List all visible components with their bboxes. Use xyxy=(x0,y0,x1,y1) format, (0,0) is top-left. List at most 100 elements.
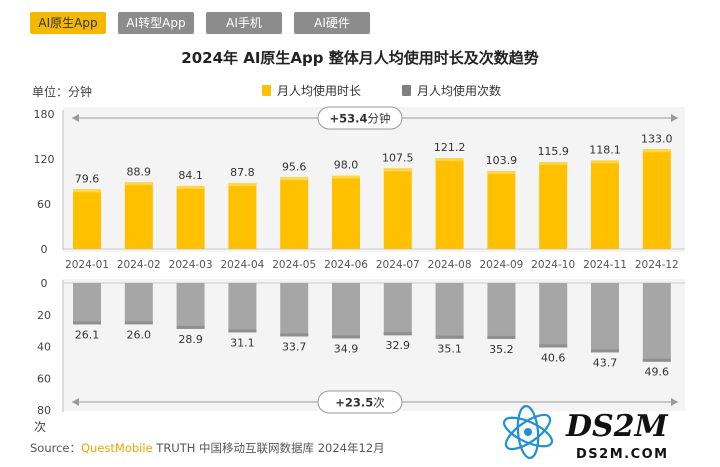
x-tick-label: 2024-12 xyxy=(635,259,679,271)
data-label-duration: 84.1 xyxy=(178,169,203,182)
data-label-count: 34.9 xyxy=(334,342,359,355)
x-tick-label: 2024-10 xyxy=(531,259,575,271)
bar-count-cap xyxy=(228,329,257,333)
y-tick-bottom: 20 xyxy=(37,309,51,322)
x-tick-label: 2024-06 xyxy=(324,259,368,271)
x-tick-label: 2024-04 xyxy=(220,259,264,271)
legend-count: 月人均使用次数 xyxy=(402,82,501,99)
watermark-main: DS2M xyxy=(565,409,669,444)
data-label-count: 40.6 xyxy=(541,351,566,364)
bar-count xyxy=(280,283,309,337)
tab-ai-hardware[interactable]: AI硬件 xyxy=(294,12,370,34)
tab-ai-transform-app[interactable]: AI转型App xyxy=(118,12,194,34)
top-panel-bg xyxy=(63,107,685,252)
data-label-count: 49.6 xyxy=(645,366,670,379)
y-tick-top: 0 xyxy=(41,243,48,256)
count-growth-unit: 次 xyxy=(373,396,385,410)
data-label-count: 26.1 xyxy=(75,328,100,341)
data-label-count: 26.0 xyxy=(127,328,152,341)
duration-growth-arrow-right xyxy=(671,114,678,122)
data-label-duration: 95.6 xyxy=(282,160,307,173)
x-tick-label: 2024-11 xyxy=(583,259,627,271)
bar-duration xyxy=(332,175,360,249)
bar-count-cap xyxy=(591,349,619,353)
tab-ai-native-app[interactable]: AI原生App xyxy=(30,12,106,34)
bar-count-cap xyxy=(73,321,101,325)
bar-duration xyxy=(280,177,309,249)
bar-count-cap xyxy=(332,335,360,339)
count-growth-pill xyxy=(317,390,403,414)
bar-count xyxy=(591,283,619,353)
data-label-duration: 98.0 xyxy=(334,159,359,172)
data-label-count: 32.9 xyxy=(386,339,411,352)
bar-count xyxy=(539,283,568,348)
x-tick-label: 2024-01 xyxy=(65,259,109,271)
legend-count-swatch xyxy=(402,85,411,96)
bar-duration xyxy=(539,162,568,249)
data-label-duration: 115.9 xyxy=(537,145,569,158)
bar-count xyxy=(642,283,671,362)
data-label-count: 35.2 xyxy=(489,343,514,356)
bar-duration-cap xyxy=(280,177,309,181)
bar-count-cap xyxy=(642,358,671,362)
bar-duration xyxy=(228,183,257,249)
bar-duration xyxy=(591,160,619,249)
bar-count-cap xyxy=(435,335,464,339)
count-growth-number: +23.5 xyxy=(335,396,373,410)
data-label-count: 28.9 xyxy=(178,333,203,346)
legend-duration-label: 月人均使用时长 xyxy=(277,84,362,98)
bar-duration-cap xyxy=(487,171,516,175)
data-label-duration: 88.9 xyxy=(127,165,152,178)
data-label-count: 43.7 xyxy=(593,356,618,369)
bar-count xyxy=(383,283,412,336)
bar-count-cap xyxy=(280,333,309,337)
bar-count xyxy=(435,283,464,339)
category-tabs: AI原生App AI转型App AI手机 AI硬件 xyxy=(30,12,370,34)
bar-duration-cap xyxy=(228,183,257,187)
data-label-duration: 103.9 xyxy=(486,154,518,167)
bar-duration-cap xyxy=(73,189,101,193)
watermark-logo: DS2M DS2M.COM xyxy=(502,404,669,462)
bar-count-cap xyxy=(176,325,205,329)
duration-growth-pill xyxy=(317,106,403,130)
bar-duration xyxy=(124,182,153,249)
tab-ai-phone[interactable]: AI手机 xyxy=(206,12,282,34)
legend-duration-swatch xyxy=(262,85,271,96)
bar-duration xyxy=(435,158,464,249)
count-growth-arrow-right xyxy=(671,398,678,406)
bar-duration xyxy=(383,168,412,249)
source-note: Source：QuestMobile TRUTH 中国移动互联网数据库 2024… xyxy=(30,440,385,456)
source-brand: QuestMobile xyxy=(81,441,153,455)
source-text: TRUTH 中国移动互联网数据库 2024年12月 xyxy=(156,441,385,455)
x-tick-label: 2024-07 xyxy=(376,259,420,271)
x-tick-label: 2024-05 xyxy=(272,259,316,271)
bar-count-cap xyxy=(383,332,412,336)
watermark-sub: DS2M.COM xyxy=(576,447,669,462)
y-tick-bottom: 40 xyxy=(37,341,51,354)
bar-count xyxy=(73,283,101,325)
y-tick-bottom: 60 xyxy=(37,372,51,385)
atom-icon xyxy=(502,404,554,460)
bar-duration-cap xyxy=(591,160,619,164)
duration-growth-unit: 分钟 xyxy=(368,112,391,126)
bar-duration xyxy=(176,185,205,249)
bar-duration-cap xyxy=(124,182,153,186)
legend-count-label: 月人均使用次数 xyxy=(417,84,502,98)
y-tick-bottom: 80 xyxy=(37,404,51,417)
bar-count xyxy=(332,283,360,339)
count-growth-arrow-left xyxy=(72,398,79,406)
bar-duration xyxy=(487,171,516,249)
chart-title: 2024年 AI原生App 整体月人均使用时长及次数趋势 xyxy=(181,49,539,67)
unit-label-bottom: 次 xyxy=(34,420,47,434)
y-tick-top: 180 xyxy=(34,108,55,121)
data-label-duration: 79.6 xyxy=(75,172,100,185)
data-label-count: 33.7 xyxy=(282,340,307,353)
bar-count xyxy=(176,283,205,329)
x-tick-label: 2024-08 xyxy=(428,259,472,271)
data-label-duration: 121.2 xyxy=(434,141,466,154)
data-label-duration: 107.5 xyxy=(382,151,414,164)
bar-duration-cap xyxy=(539,162,568,166)
bar-duration-cap xyxy=(435,158,464,162)
bar-duration-cap xyxy=(332,175,360,179)
